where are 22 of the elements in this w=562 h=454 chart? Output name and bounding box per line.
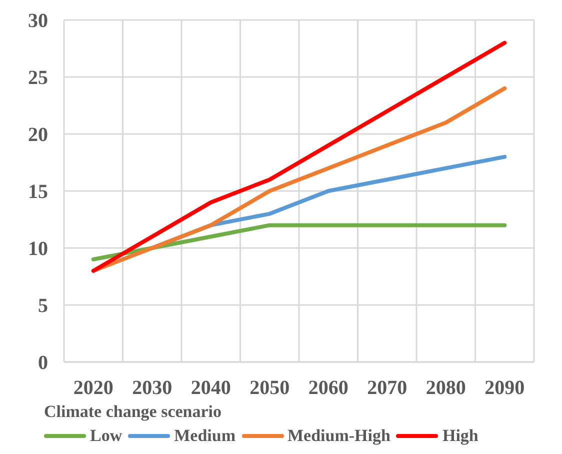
x-tick-label: 2090 — [484, 377, 525, 400]
x-tick-label: 2050 — [250, 377, 290, 400]
legend-label: Medium — [174, 426, 236, 446]
legend-label: Low — [90, 426, 122, 446]
y-tick-label: 20 — [28, 124, 48, 146]
x-tick-label: 2060 — [308, 377, 348, 400]
legend-label: High — [442, 426, 478, 446]
x-tick-label: 2030 — [132, 377, 172, 400]
y-tick-label: 10 — [28, 238, 48, 260]
legend-label: Medium-High — [288, 426, 390, 446]
x-tick-label: 2020 — [73, 377, 114, 400]
y-tick-label: 15 — [28, 181, 48, 204]
line-series — [91, 40, 507, 273]
y-tick-label: 5 — [38, 295, 48, 318]
line-series — [91, 223, 507, 262]
y-tick-label: 0 — [38, 352, 48, 374]
y-tick-label: 30 — [28, 10, 48, 32]
x-tick-label: 2080 — [426, 377, 466, 400]
legend-title: Climate change scenario — [44, 402, 223, 422]
x-tick-label: 2070 — [367, 377, 408, 400]
y-tick-label: 25 — [28, 67, 48, 90]
x-tick-label: 2040 — [190, 377, 231, 400]
